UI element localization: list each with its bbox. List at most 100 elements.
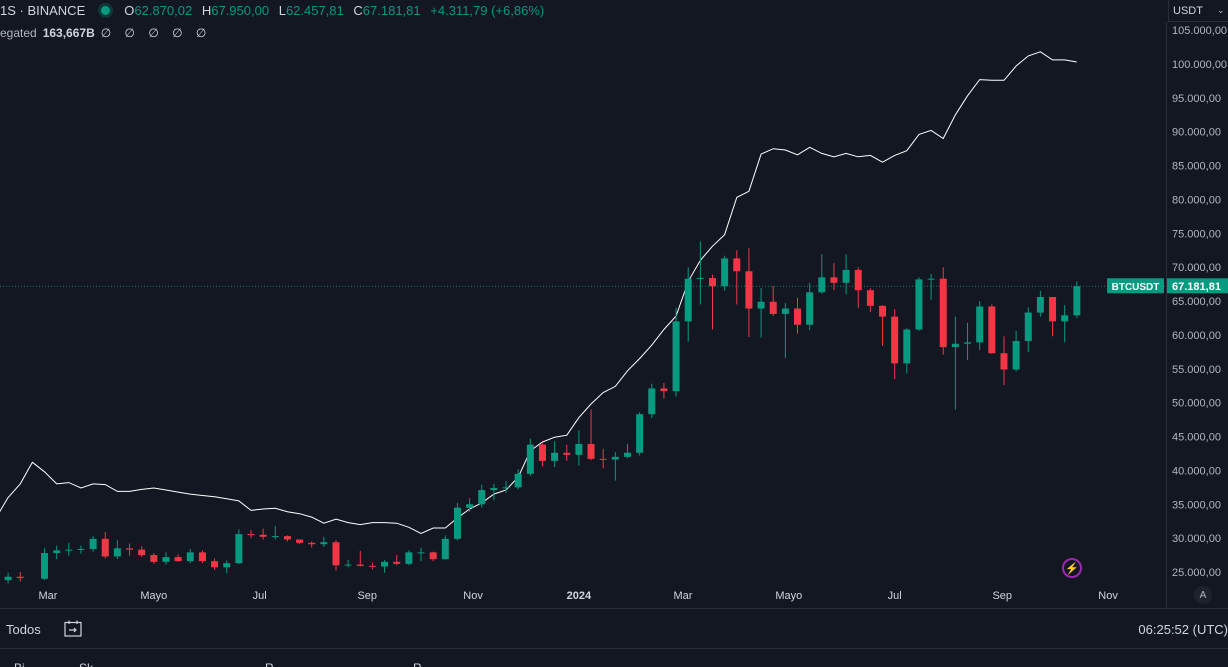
candle-body[interactable] [781, 308, 789, 314]
candle-body[interactable] [453, 507, 461, 539]
indicator-empty-values: ∅ ∅ ∅ ∅ ∅ [100, 26, 212, 40]
candle-body[interactable] [842, 269, 850, 283]
calendar-goto-icon[interactable] [64, 620, 82, 637]
candle-body[interactable] [490, 488, 498, 491]
candle-body[interactable] [769, 301, 777, 314]
candle-body[interactable] [587, 443, 595, 459]
candle-body[interactable] [113, 548, 121, 557]
candle-body[interactable] [575, 443, 583, 455]
candle-body[interactable] [976, 306, 984, 343]
candle-body[interactable] [162, 557, 170, 562]
price-chart[interactable]: 25.000,00 30.000,00 35.000,00 40.000,00 45.0… [0, 0, 1228, 608]
candle-body[interactable] [757, 301, 765, 309]
candle-body[interactable] [672, 321, 680, 392]
candle-body[interactable] [1036, 297, 1044, 313]
candle-body[interactable] [41, 553, 49, 579]
candle-body[interactable] [89, 538, 97, 549]
candle-body[interactable] [1049, 297, 1057, 322]
candle-body[interactable] [198, 552, 206, 562]
candle-body[interactable] [271, 536, 279, 538]
footer-tab[interactable]: R [413, 661, 422, 667]
candle-body[interactable] [648, 388, 656, 415]
footer-tab[interactable]: R [265, 661, 274, 667]
candle-body[interactable] [1061, 315, 1069, 322]
candle-body[interactable] [745, 271, 753, 309]
candle-body[interactable] [623, 452, 631, 457]
candle-body[interactable] [1012, 341, 1020, 370]
candle-body[interactable] [174, 557, 182, 562]
candle-body[interactable] [332, 542, 340, 566]
candle-body[interactable] [854, 269, 862, 291]
candle-body[interactable] [296, 539, 304, 543]
candle-body[interactable] [235, 534, 243, 564]
candle-body[interactable] [65, 549, 73, 551]
candle-body[interactable] [866, 290, 874, 306]
candle-body[interactable] [988, 306, 996, 354]
candle-body[interactable] [538, 444, 546, 461]
candle-body[interactable] [138, 549, 146, 556]
candle-body[interactable] [806, 292, 814, 325]
candle-body[interactable] [405, 552, 413, 564]
candle-body[interactable] [794, 308, 802, 325]
candle-body[interactable] [964, 342, 972, 344]
candle-body[interactable] [429, 552, 437, 560]
candle-body[interactable] [186, 552, 194, 562]
candle-body[interactable] [696, 278, 704, 280]
candle-body[interactable] [563, 452, 571, 455]
candle-body[interactable] [101, 538, 109, 557]
candle-body[interactable] [344, 564, 352, 566]
candle-body[interactable] [1073, 286, 1081, 316]
candle-body[interactable] [223, 563, 231, 568]
candle-body[interactable] [320, 542, 328, 545]
candle-body[interactable] [308, 542, 316, 545]
candle-body[interactable] [636, 414, 644, 453]
candle-body[interactable] [939, 278, 947, 348]
footer-tab[interactable]: Bi [14, 661, 25, 667]
candle-body[interactable] [951, 343, 959, 348]
candle-body[interactable] [417, 552, 425, 554]
candle-body[interactable] [915, 279, 923, 330]
candle-body[interactable] [684, 278, 692, 322]
candle-body[interactable] [466, 504, 474, 508]
candle-body[interactable] [381, 561, 389, 567]
candle-body[interactable] [53, 550, 61, 554]
candle-body[interactable] [259, 534, 267, 537]
candle-body[interactable] [927, 278, 935, 280]
candle-body[interactable] [551, 452, 559, 461]
candle-body[interactable] [16, 576, 24, 579]
auto-scale-button[interactable]: A [1194, 586, 1212, 604]
candle-body[interactable] [733, 258, 741, 272]
candle-body[interactable] [283, 536, 291, 540]
candle-body[interactable] [879, 305, 887, 317]
candle-body[interactable] [708, 278, 716, 287]
candle-body[interactable] [4, 576, 12, 581]
candle-body[interactable] [818, 277, 826, 293]
candle-body[interactable] [903, 329, 911, 364]
candle-body[interactable] [478, 490, 486, 505]
candle-body[interactable] [599, 458, 607, 460]
candle-body[interactable] [502, 487, 510, 489]
candle-body[interactable] [393, 561, 401, 564]
candle-body[interactable] [660, 388, 668, 392]
candle-body[interactable] [1024, 312, 1032, 342]
candle-body[interactable] [514, 473, 522, 488]
candle-body[interactable] [891, 316, 899, 364]
candle-body[interactable] [356, 564, 364, 566]
candle-body[interactable] [211, 561, 219, 568]
candle-body[interactable] [368, 565, 376, 567]
candle-body[interactable] [830, 277, 838, 283]
utc-clock[interactable]: 06:25:52 (UTC) [1138, 622, 1228, 637]
candle-body[interactable] [1000, 353, 1008, 370]
candle-body[interactable] [441, 538, 449, 560]
candle-body[interactable] [611, 456, 619, 460]
candle-body[interactable] [77, 548, 85, 550]
candle-body[interactable] [126, 548, 134, 550]
footer-tab[interactable]: Sk [79, 661, 93, 667]
candle-body[interactable] [721, 258, 729, 287]
candle-body[interactable] [247, 534, 255, 536]
lightning-icon[interactable]: ⚡ [1062, 558, 1082, 578]
currency-selector[interactable]: USDT ⌄ [1168, 0, 1228, 22]
range-all-button[interactable]: Todos [6, 622, 41, 637]
candle-body[interactable] [150, 555, 158, 562]
candle-body[interactable] [526, 444, 534, 474]
